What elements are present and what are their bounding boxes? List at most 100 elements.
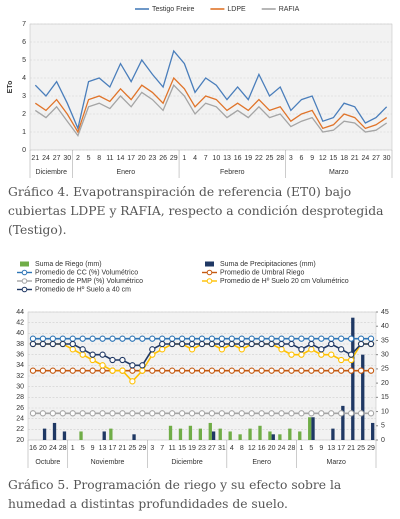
y2-tick-label: 35 <box>381 337 389 344</box>
series-marker <box>129 378 136 385</box>
y-tick-label: 1 <box>22 129 26 136</box>
x-tick-label: 1 <box>71 445 75 452</box>
x-tick-label: 23 <box>149 155 157 162</box>
series-marker <box>49 340 57 348</box>
x-tick-label: 10 <box>212 155 220 162</box>
series-marker <box>99 410 106 417</box>
x-tick-label: 16 <box>234 155 242 162</box>
month-label: Diciembre <box>171 459 203 466</box>
bar <box>188 425 193 440</box>
series-marker <box>59 335 66 342</box>
series-marker <box>109 367 116 374</box>
series-marker <box>99 351 106 358</box>
series-marker <box>258 340 265 348</box>
x-tick-label: 25 <box>129 445 137 452</box>
series-marker <box>39 367 47 374</box>
bar <box>371 422 375 440</box>
series-marker <box>139 367 146 374</box>
y-tick-label: 32 <box>16 373 24 380</box>
series-marker <box>298 335 305 342</box>
y-tick-label: 34 <box>16 362 24 369</box>
month-label: Marzo <box>329 169 349 176</box>
y2-tick-label: 20 <box>381 380 389 387</box>
series-marker <box>79 410 86 417</box>
x-tick-label: 24 <box>49 445 57 452</box>
series-marker <box>338 356 345 364</box>
y-tick-label: 26 <box>16 405 24 412</box>
series-marker <box>208 367 216 374</box>
bar <box>168 425 173 440</box>
series-marker <box>357 335 365 342</box>
series-marker <box>188 346 196 353</box>
y-tick-label: 30 <box>16 384 24 391</box>
bar <box>298 431 302 440</box>
x-tick-label: 30 <box>63 155 71 162</box>
series-marker <box>258 335 265 342</box>
series-marker <box>69 340 76 348</box>
series-marker <box>178 367 186 374</box>
series-marker <box>159 340 166 348</box>
x-tick-label: 12 <box>248 445 256 452</box>
series-marker <box>298 351 305 358</box>
series-marker <box>238 346 245 353</box>
series-marker <box>238 340 245 348</box>
x-tick-label: 27 <box>208 445 216 452</box>
y-tick-label: 38 <box>16 341 24 348</box>
series-marker <box>149 335 156 342</box>
series-marker <box>288 367 295 374</box>
series-marker <box>318 346 325 353</box>
y-tick-label: 24 <box>16 416 24 423</box>
series-marker <box>228 335 235 342</box>
series-marker <box>139 362 146 369</box>
series-marker <box>29 340 37 348</box>
series-marker <box>89 351 96 358</box>
y-tick-label: 6 <box>22 39 26 46</box>
series-marker <box>59 410 66 417</box>
legend-marker <box>206 269 213 276</box>
series-marker <box>338 335 345 342</box>
series-line <box>34 49 388 131</box>
series-marker <box>39 335 47 342</box>
series-marker <box>278 335 285 342</box>
series-marker <box>39 410 47 417</box>
y-tick-label: 22 <box>16 426 24 433</box>
x-tick-label: 5 <box>87 155 91 162</box>
series-marker <box>268 367 275 374</box>
series-marker <box>208 335 216 342</box>
bar <box>278 434 282 440</box>
series-marker <box>298 367 305 374</box>
legend-label: Promedio de CC (%) Volumétrico <box>35 269 138 276</box>
series-marker <box>347 351 355 358</box>
series-marker <box>49 367 57 374</box>
month-label: Enero <box>252 459 271 466</box>
x-tick-label: 26 <box>159 155 167 162</box>
series-marker <box>248 367 255 374</box>
y2-tick-label: 15 <box>381 394 389 401</box>
series-marker <box>159 410 166 417</box>
series-marker <box>59 367 66 374</box>
month-label: Diciembre <box>36 169 68 176</box>
series-marker <box>347 335 355 342</box>
x-tick-label: 31 <box>218 445 226 452</box>
series-marker <box>39 340 47 348</box>
month-label: Marzo <box>327 459 347 466</box>
series-marker <box>367 367 375 374</box>
series-marker <box>208 340 216 348</box>
x-tick-label: 3 <box>150 445 154 452</box>
series-marker <box>99 367 106 374</box>
y-tick-label: 0 <box>22 147 26 154</box>
bar <box>268 431 272 440</box>
x-tick-label: 1 <box>299 445 303 452</box>
month-label: Octubre <box>35 459 60 466</box>
series-marker <box>89 367 96 374</box>
x-tick-label: 20 <box>268 445 276 452</box>
x-tick-label: 5 <box>81 445 85 452</box>
x-tick-label: 17 <box>109 445 117 452</box>
x-tick-label: 21 <box>31 155 39 162</box>
plot-area <box>29 23 393 151</box>
series-marker <box>238 367 245 374</box>
series-marker <box>139 335 146 342</box>
series-marker <box>308 367 315 374</box>
series-marker <box>318 351 325 358</box>
x-tick-label: 3 <box>289 155 293 162</box>
